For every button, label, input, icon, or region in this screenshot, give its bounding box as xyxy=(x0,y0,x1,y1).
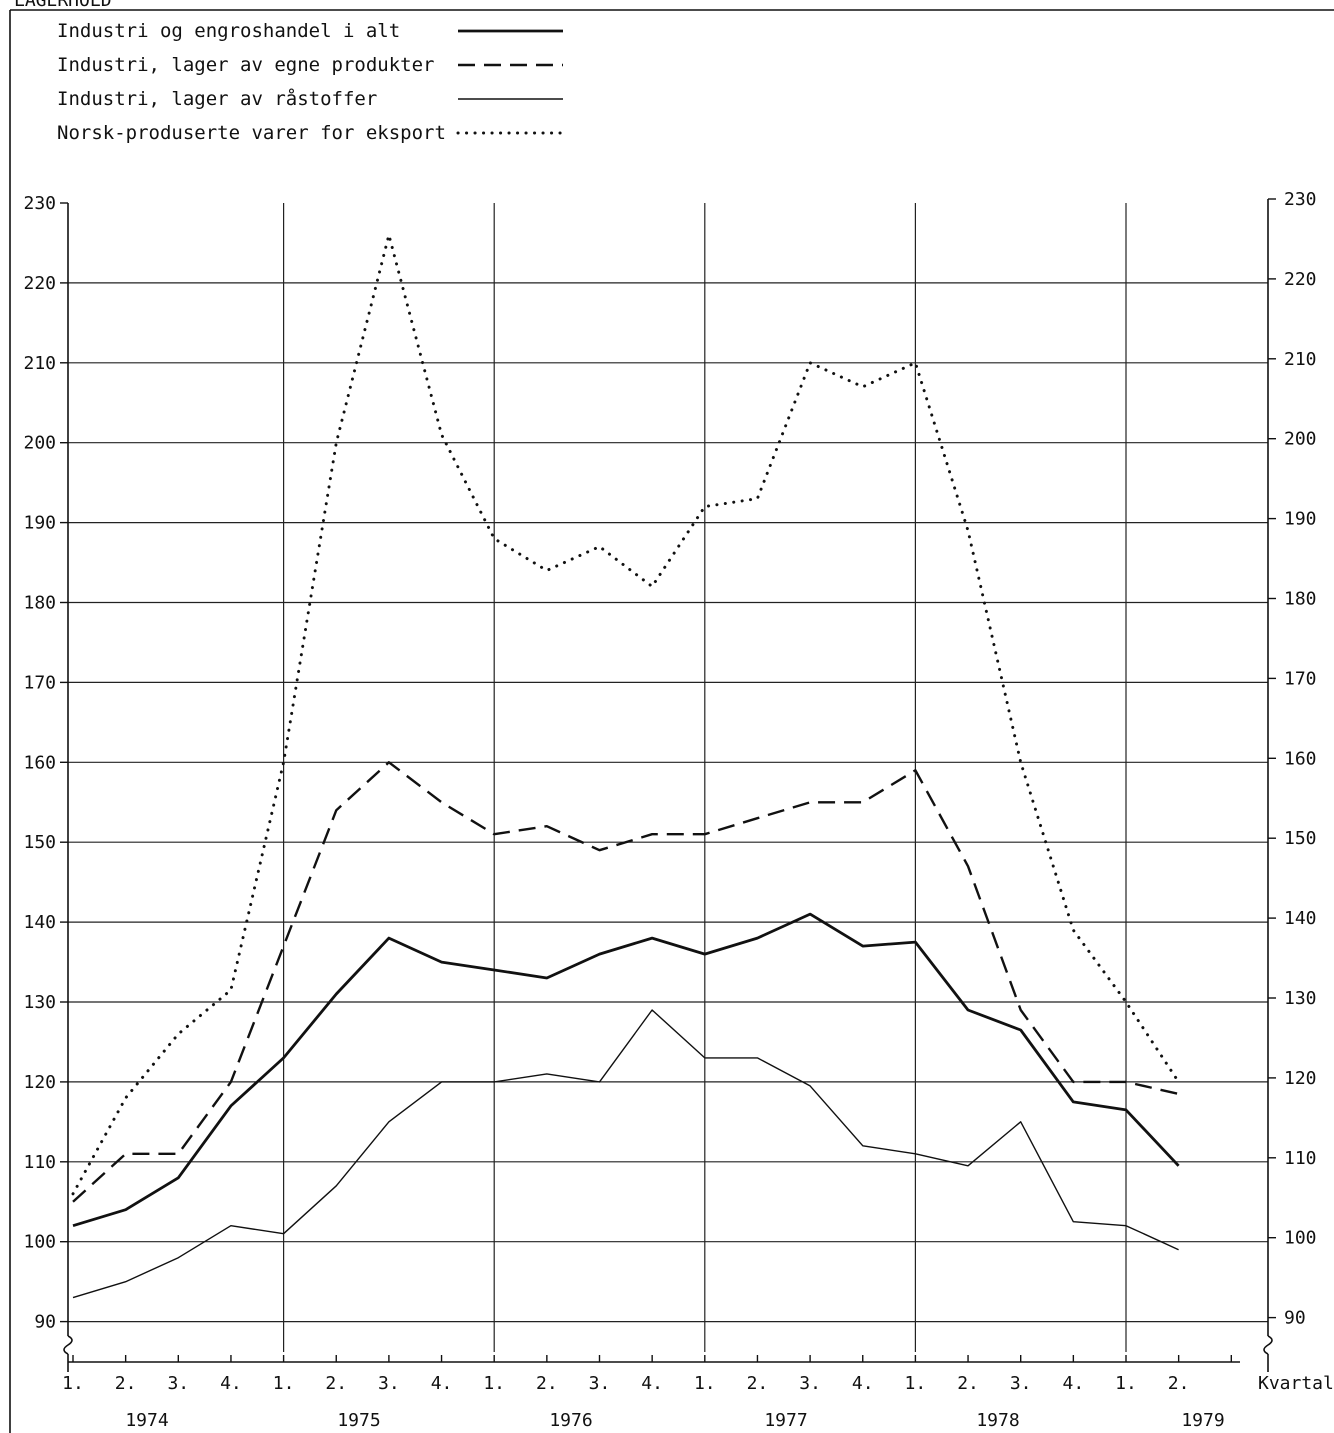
legend: Industri og engroshandel i alt Industri, … xyxy=(57,20,565,144)
year-label: 1975 xyxy=(337,1410,380,1431)
y-tick-label-right: 120 xyxy=(1284,1068,1317,1089)
y-tick-label-right: 230 xyxy=(1284,189,1317,210)
y-tick-label-right: 180 xyxy=(1284,589,1317,610)
y-tick-label-left: 140 xyxy=(23,912,56,933)
y-axis-break-left xyxy=(63,1335,73,1355)
series-lines xyxy=(71,233,1181,1299)
x-tick-label: 4. xyxy=(852,1373,874,1394)
y-tick-label-right: 190 xyxy=(1284,509,1317,530)
year-label: 1976 xyxy=(549,1410,592,1431)
y-tick-label-left: 220 xyxy=(23,273,56,294)
y-tick-label-left: 210 xyxy=(23,353,56,374)
x-tick-label: 2. xyxy=(957,1373,979,1394)
y-tick-label-right: 210 xyxy=(1284,349,1317,370)
x-axis: 1. 2. 3. 4. 1. 2. 3. 4. 1. 2. 3. 4. 1. 2. 3. 4. 1. 2. 3. 4.… xyxy=(62,1355,1334,1431)
y-tick-label-right: 220 xyxy=(1284,269,1317,290)
y-axis-break-right xyxy=(1263,1335,1273,1355)
y-tick-label-right: 110 xyxy=(1284,1148,1317,1169)
x-tick-label: 2. xyxy=(1168,1373,1190,1394)
x-tick-label: 1. xyxy=(483,1373,505,1394)
y-tick-label-right: 90 xyxy=(1284,1308,1306,1329)
x-axis-label: Kvartal xyxy=(1258,1373,1334,1394)
y-tick-label-left: 130 xyxy=(23,992,56,1013)
legend-label: Industri og engroshandel i alt xyxy=(57,20,400,42)
year-label: 1979 xyxy=(1181,1410,1224,1431)
legend-label: Industri, lager av råstoffer xyxy=(57,87,377,110)
x-tick-label: 4. xyxy=(1063,1373,1085,1394)
x-tick-label: 3. xyxy=(1010,1373,1032,1394)
grid xyxy=(68,203,1268,1352)
y-tick-label-right: 170 xyxy=(1284,668,1317,689)
y-tick-label-left: 190 xyxy=(23,513,56,534)
year-label: 1974 xyxy=(125,1410,168,1431)
x-tick-label: 4. xyxy=(641,1373,663,1394)
y-tick-label-left: 160 xyxy=(23,752,56,773)
y-tick-label-left: 150 xyxy=(23,832,56,853)
x-tick-label: 1. xyxy=(905,1373,927,1394)
x-tick-label: 2. xyxy=(115,1373,137,1394)
y-tick-label-right: 200 xyxy=(1284,429,1317,450)
clipped-top-label: LAGERHOLD xyxy=(14,0,112,11)
year-label: 1977 xyxy=(764,1410,807,1431)
y-tick-label-left: 170 xyxy=(23,672,56,693)
series-line-dotted xyxy=(71,233,1181,1196)
y-tick-label-left: 120 xyxy=(23,1072,56,1093)
x-tick-label: 2. xyxy=(536,1373,558,1394)
x-tick-label: 2. xyxy=(325,1373,347,1394)
x-tick-label: 4. xyxy=(431,1373,453,1394)
y-tick-label-right: 140 xyxy=(1284,908,1317,929)
series-line-solid-thick xyxy=(72,912,1180,1228)
y-tick-label-right: 160 xyxy=(1284,748,1317,769)
legend-label: Industri, lager av egne produkter xyxy=(57,54,435,76)
x-tick-label: 3. xyxy=(589,1373,611,1394)
y-tick-label-right: 150 xyxy=(1284,828,1317,849)
series-line-solid-thin xyxy=(72,1009,1179,1299)
x-tick-label: 1. xyxy=(1115,1373,1137,1394)
y-tick-label-left: 230 xyxy=(23,193,56,214)
legend-label: Norsk-produserte varer for eksport xyxy=(57,122,446,144)
axes: 90 90 100 100 110 110 120 120 130 130 140 140 150 150… xyxy=(23,189,1317,1372)
y-tick-label-left: 200 xyxy=(23,433,56,454)
x-tick-label: 4. xyxy=(220,1373,242,1394)
x-tick-label: 3. xyxy=(378,1373,400,1394)
x-tick-label: 1. xyxy=(694,1373,716,1394)
series-line-dashed xyxy=(72,761,1179,1203)
y-tick-label-right: 130 xyxy=(1284,988,1317,1009)
x-tick-label: 1. xyxy=(273,1373,295,1394)
x-tick-label: 2. xyxy=(747,1373,769,1394)
y-tick-label-left: 180 xyxy=(23,593,56,614)
x-tick-label: 3. xyxy=(167,1373,189,1394)
y-tick-label-left: 110 xyxy=(23,1152,56,1173)
year-label: 1978 xyxy=(976,1410,1019,1431)
x-tick-label: 1. xyxy=(62,1373,84,1394)
x-tick-label: 3. xyxy=(799,1373,821,1394)
y-tick-label-left: 100 xyxy=(23,1232,56,1253)
y-tick-label-left: 90 xyxy=(34,1312,56,1333)
y-tick-label-right: 100 xyxy=(1284,1228,1317,1249)
